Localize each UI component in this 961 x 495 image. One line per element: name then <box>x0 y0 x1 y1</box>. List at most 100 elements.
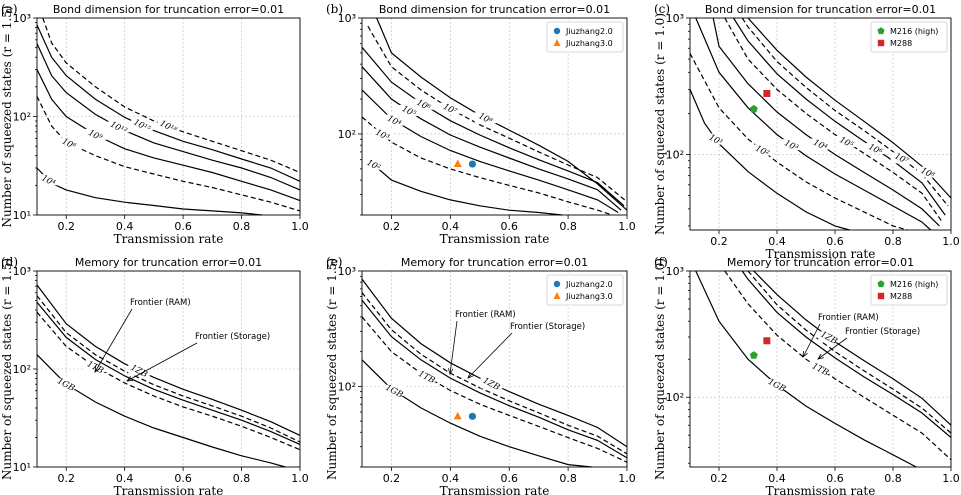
panel-title: Bond dimension for truncation error=0.01 <box>705 3 936 16</box>
legend-label-jiuzhang3-0: Jiuzhang3.0 <box>565 39 613 48</box>
point-jiuzhang3-0 <box>453 159 462 168</box>
contour-label-bg <box>371 128 394 140</box>
panel-letter: (e) <box>326 255 342 269</box>
legend-marker-m288 <box>877 292 885 300</box>
series-frontier-ram <box>36 301 301 445</box>
series-frontier-storage <box>361 292 628 455</box>
panel-letter: (a) <box>1 2 18 16</box>
annotation-frontier-ram: Frontier (RAM) <box>130 298 191 308</box>
legend: Jiuzhang2.0 Jiuzhang3.0 <box>546 21 624 53</box>
annotation-arrow <box>817 337 848 360</box>
legend-frame <box>870 274 948 306</box>
y-tick-label: 10² <box>338 380 356 393</box>
annotation-arrowhead <box>467 372 474 379</box>
legend-marker-m216-high <box>877 280 885 288</box>
y-tick-label: 10² <box>13 111 31 124</box>
annotation-arrow <box>467 332 513 379</box>
point-m288 <box>763 89 771 97</box>
contour-label-bg <box>890 152 913 164</box>
legend-label-m216-high: M216 (high) <box>890 27 938 36</box>
point-m216-high <box>749 104 758 113</box>
y-axis-label: Number of squeezed states (r = 1.5) <box>0 5 14 227</box>
annotation-arrowhead <box>448 368 454 376</box>
y-axis-label: Number of squeezed states (r = 1.0) <box>653 258 667 480</box>
y-tick-label: 10² <box>666 391 684 404</box>
x-tick-label: 1.0 <box>291 220 309 233</box>
legend: Jiuzhang2.0 Jiuzhang3.0 <box>546 274 624 306</box>
series-10 <box>732 17 946 216</box>
legend-label-jiuzhang2-0: Jiuzhang2.0 <box>565 27 613 36</box>
legend-marker-m288 <box>877 39 885 47</box>
y-axis-label: Number of squeezed states (r = 1.5) <box>0 258 14 480</box>
contour-label-bg <box>412 98 435 110</box>
panel-letter: (f) <box>654 255 668 269</box>
legend-frame <box>546 274 624 306</box>
series-10 <box>741 17 949 207</box>
x-tick-label: 1.0 <box>618 220 636 233</box>
y-tick-label: 10² <box>666 149 684 162</box>
panel-title: Memory for truncation error=0.01 <box>727 256 914 269</box>
point-jiuzhang2-0 <box>468 412 477 420</box>
point-m216-high <box>749 351 758 359</box>
series-1gb <box>361 359 592 468</box>
contour-label-bg <box>58 137 81 149</box>
series-1gb <box>695 270 917 468</box>
contour-label-bg <box>809 138 832 150</box>
x-tick-label: 0.8 <box>884 472 902 485</box>
series-1tb <box>724 270 952 461</box>
annotation-arrowhead <box>802 350 808 358</box>
series-10 <box>42 17 301 174</box>
x-tick-label: 0.4 <box>116 472 134 485</box>
contour-label-bg <box>398 104 421 116</box>
x-tick-label: 0.4 <box>768 472 786 485</box>
series-10 <box>361 116 613 216</box>
x-tick-label: 0.6 <box>174 472 192 485</box>
series-10 <box>36 69 301 202</box>
x-axis-label: Transmission rate <box>114 232 224 246</box>
contour-label-bg <box>818 331 841 343</box>
x-tick-label: 0.2 <box>383 472 401 485</box>
x-tick-label: 1.0 <box>291 472 309 485</box>
legend-label-m216-high: M216 (high) <box>890 280 938 289</box>
contour-label-bg <box>383 114 406 126</box>
panel-letter: (b) <box>326 2 343 16</box>
y-tick-label: 10¹ <box>13 209 31 222</box>
x-tick-label: 1.0 <box>942 235 960 248</box>
x-tick-label: 0.2 <box>383 220 401 233</box>
contour-label-bg <box>383 384 406 396</box>
contour-label-bg <box>809 363 832 374</box>
x-tick-label: 0.4 <box>442 220 460 233</box>
panel-title: Bond dimension for truncation error=0.01 <box>53 3 284 16</box>
x-axis-label: Transmission rate <box>766 484 876 495</box>
y-axis-label: Number of squeezed states (r = 1.0) <box>653 13 667 235</box>
contour-label-bg <box>157 120 180 132</box>
x-tick-label: 1.0 <box>618 472 636 485</box>
x-tick-label: 0.2 <box>710 235 728 248</box>
axes-frame <box>689 17 952 231</box>
series-10 <box>361 46 625 207</box>
x-axis-label: Transmission rate <box>440 232 550 246</box>
annotation-frontier-ram: Frontier (RAM) <box>818 313 879 323</box>
series-10 <box>36 24 301 182</box>
series-10 <box>367 159 563 216</box>
panel-letter: (c) <box>654 2 670 16</box>
series-10 <box>747 17 952 199</box>
contour-label-bg <box>766 378 788 390</box>
contour-label-bg <box>835 136 858 148</box>
legend-label-m288: M288 <box>890 39 912 48</box>
contour-label-bg <box>916 166 939 178</box>
annotation-arrow <box>94 308 133 373</box>
x-tick-label: 0.2 <box>57 472 75 485</box>
series-frontier-storage <box>36 295 301 443</box>
legend: M216 (high) M288 <box>870 274 948 306</box>
series-frontier-storage <box>747 270 952 434</box>
annotation-arrowhead <box>817 353 824 360</box>
series-frontier-ram <box>361 299 628 459</box>
x-tick-label: 0.8 <box>233 472 251 485</box>
legend-marker-m216-high <box>877 27 885 35</box>
x-tick-label: 0.8 <box>559 220 577 233</box>
contour-label-bg <box>480 377 503 389</box>
contour-label-bg <box>84 128 107 140</box>
